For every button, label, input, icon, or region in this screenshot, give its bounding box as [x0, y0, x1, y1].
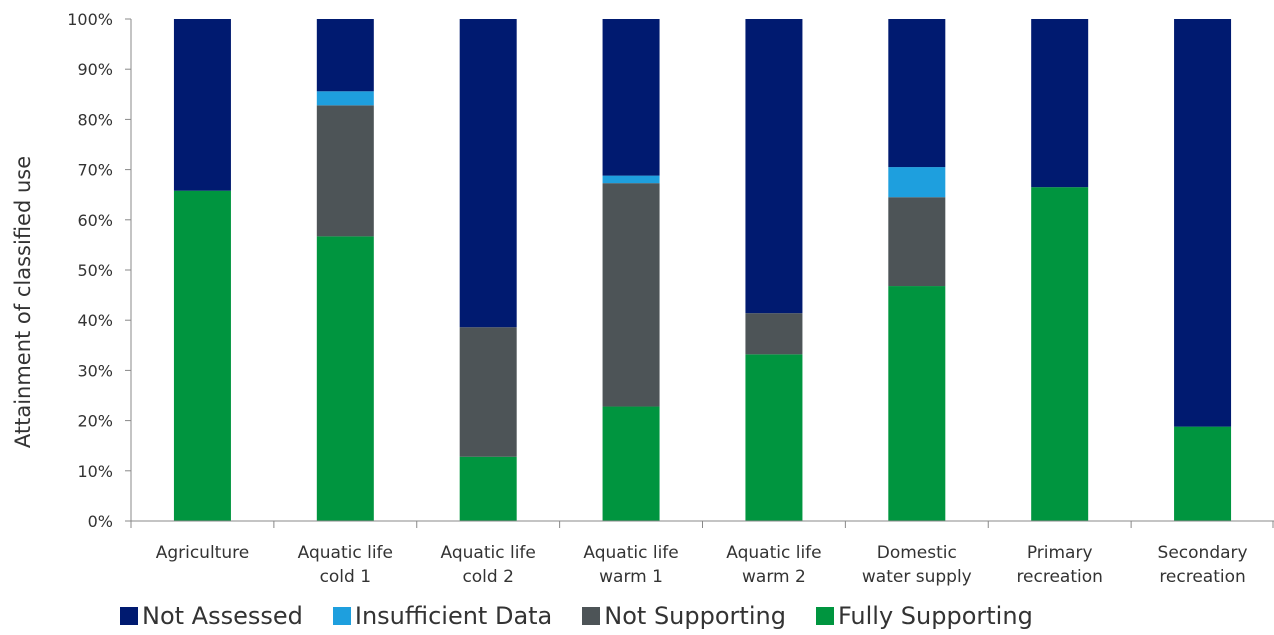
x-tick-label: Aquatic life cold 2: [441, 543, 536, 587]
y-tick-label: 40%: [77, 311, 113, 330]
bar-segment: [745, 19, 803, 314]
bar-segment: [173, 190, 231, 521]
bar-segment: [1174, 426, 1232, 521]
y-tick-label: 20%: [77, 412, 113, 431]
bar-segment: [888, 19, 946, 168]
bar-segment: [888, 286, 946, 521]
y-tick-label: 100%: [67, 10, 113, 29]
x-axis: Agriculture Aquatic life cold 1 Aquatic lif…: [156, 543, 1248, 587]
y-tick-label: 10%: [77, 462, 113, 481]
x-tick-label: Aquatic life warm 1: [583, 543, 678, 587]
legend-swatch: [815, 607, 834, 625]
bar-segment: [602, 175, 660, 184]
bar-segment: [316, 19, 374, 92]
stacked-bar-chart: 0% 10% 20% 30% 40% 50% 60% 70% 80% 90% 100% Agricu…: [11, 10, 1274, 587]
y-tick-label: 80%: [77, 110, 113, 129]
legend-item: Insufficient Data: [332, 602, 553, 630]
bar-segment: [745, 313, 803, 355]
x-tick-label: Aquatic life warm 2: [726, 543, 821, 587]
legend-swatch: [332, 607, 351, 625]
bar-segment: [888, 197, 946, 287]
axes: [130, 19, 1274, 528]
bars: [173, 19, 1232, 522]
bar-segment: [602, 19, 660, 176]
legend-label: Insufficient Data: [354, 602, 553, 630]
x-tick-label: Secondary recreation: [1158, 543, 1248, 587]
bar-segment: [602, 183, 660, 407]
legend-swatch: [120, 607, 138, 625]
bar-segment: [173, 19, 231, 191]
bar-segment: [459, 456, 517, 521]
y-tick-label: 70%: [77, 161, 113, 180]
legend: Not Assessed Insufficient Data Not Support…: [120, 600, 1270, 632]
bar-segment: [316, 105, 374, 237]
bar-segment: [316, 91, 374, 106]
y-axis: 0% 10% 20% 30% 40% 50% 60% 70% 80% 90% 100%: [67, 10, 131, 531]
bar-segment: [888, 167, 946, 198]
bar-segment: [1174, 19, 1232, 427]
legend-label: Fully Supporting: [837, 602, 1033, 630]
bar-segment: [745, 354, 803, 521]
y-tick-label: 30%: [77, 361, 113, 380]
bar-segment: [316, 236, 374, 521]
legend-swatch: [582, 607, 601, 625]
bar-segment: [1031, 19, 1089, 188]
legend-item: Not Supporting: [582, 602, 786, 630]
legend-label: Not Assessed: [142, 602, 303, 630]
legend-item: Fully Supporting: [815, 602, 1033, 630]
x-tick-label: Agriculture: [156, 543, 250, 563]
legend-label: Not Supporting: [604, 602, 786, 630]
legend-item: Not Assessed: [120, 602, 303, 630]
x-tick-label: Aquatic life cold 1: [298, 543, 393, 587]
y-tick-label: 50%: [77, 261, 113, 280]
bar-segment: [459, 327, 517, 457]
bar-segment: [602, 406, 660, 521]
bar-segment: [459, 19, 517, 328]
x-tick-label: Primary recreation: [1016, 543, 1102, 587]
y-tick-label: 90%: [77, 60, 113, 79]
bar-segment: [1031, 187, 1089, 522]
y-tick-label: 60%: [77, 211, 113, 230]
y-tick-label: 0%: [88, 512, 113, 531]
x-tick-label: Domestic water supply: [862, 543, 972, 587]
y-axis-label: Attainment of classified use: [11, 156, 35, 448]
